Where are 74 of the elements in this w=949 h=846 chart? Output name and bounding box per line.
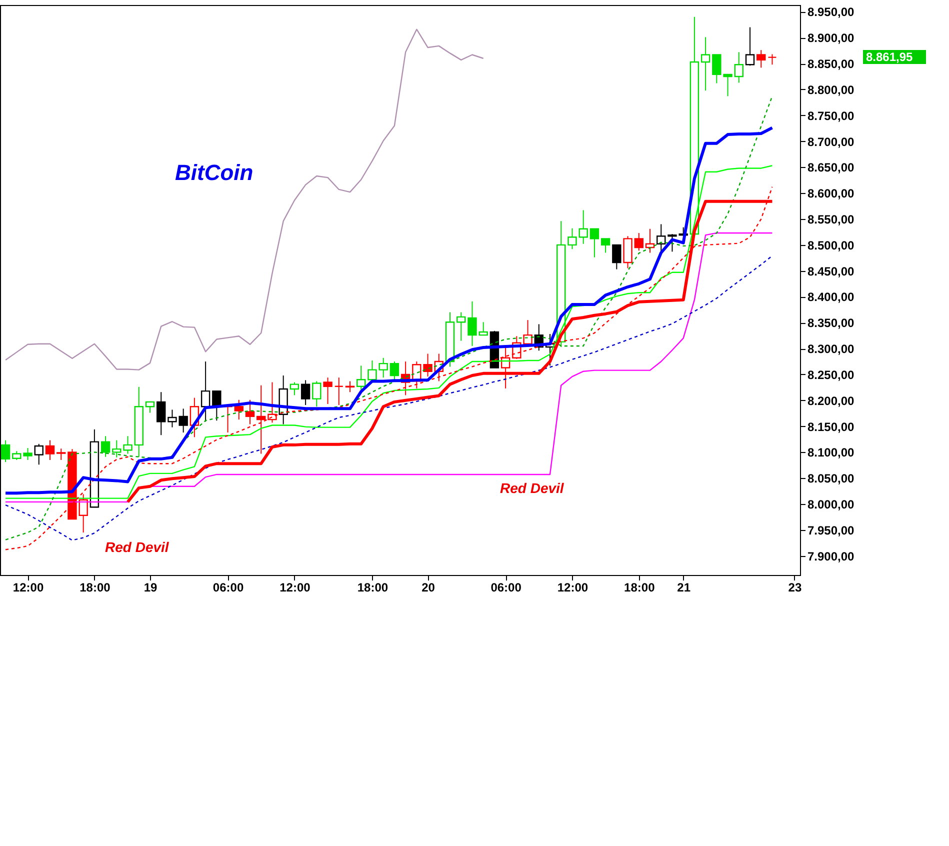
x-tick-label: 19 xyxy=(144,580,158,594)
candlestick xyxy=(100,436,110,458)
annotation: Red Devil xyxy=(500,480,565,496)
candlestick xyxy=(612,244,622,270)
y-tick-label: 8.100,00 xyxy=(808,446,855,460)
candlestick xyxy=(756,50,766,68)
y-tick-label: 8.450,00 xyxy=(808,264,855,278)
candlestick xyxy=(256,384,266,454)
candlestick xyxy=(456,312,466,342)
candlestick xyxy=(245,399,255,425)
y-tick-label: 8.750,00 xyxy=(808,108,855,123)
y-tick-label: 8.550,00 xyxy=(808,212,855,227)
y-tick-label: 8.350,00 xyxy=(808,316,855,330)
y-tick-label: 8.650,00 xyxy=(808,160,855,175)
candlestick xyxy=(345,380,355,393)
candlestick xyxy=(323,377,332,404)
y-tick-label: 8.000,00 xyxy=(808,498,855,512)
candlestick xyxy=(312,380,322,408)
candlestick xyxy=(56,448,66,460)
candlestick xyxy=(390,361,400,380)
candlestick xyxy=(212,390,222,422)
line-series xyxy=(4,96,773,540)
x-tick-label: 18:00 xyxy=(357,580,388,594)
x-tick-label: 23 xyxy=(788,580,802,594)
candlestick xyxy=(600,238,610,254)
x-tick-label: 12:00 xyxy=(280,580,311,594)
x-tick-label: 21 xyxy=(677,580,691,594)
x-tick-label: 12:00 xyxy=(557,580,588,594)
candlestick xyxy=(290,382,300,396)
y-tick-label: 8.400,00 xyxy=(808,290,855,304)
annotation: Red Devil xyxy=(105,539,170,555)
candlestick xyxy=(356,365,366,392)
candlestick xyxy=(623,236,632,269)
y-tick-label: 7.950,00 xyxy=(808,523,855,538)
y-tick-label: 8.500,00 xyxy=(808,238,855,252)
candlestick xyxy=(156,392,166,436)
y-tick-label: 8.600,00 xyxy=(808,186,855,201)
line-series xyxy=(4,28,484,370)
candlestick xyxy=(656,224,666,252)
x-tick-label: 12:00 xyxy=(12,580,44,594)
y-tick-label: 8.850,00 xyxy=(808,57,855,72)
candlestick xyxy=(700,36,710,91)
x-tick-label: 20 xyxy=(422,580,436,594)
candlestick xyxy=(734,52,744,84)
y-tick-label: 8.700,00 xyxy=(808,134,855,149)
y-tick-label: 8.200,00 xyxy=(808,394,855,408)
candlestick xyxy=(200,361,210,422)
candlestick xyxy=(334,377,344,406)
candlestick xyxy=(300,380,310,406)
candlestick xyxy=(45,440,55,460)
y-tick-label: 8.250,00 xyxy=(808,368,855,382)
candlestick xyxy=(745,26,755,66)
y-tick-label: 8.800,00 xyxy=(808,82,855,97)
x-tick-label: 18:00 xyxy=(624,580,656,594)
candlestick xyxy=(145,401,155,414)
candlestick xyxy=(768,54,777,66)
y-tick-label: 7.900,00 xyxy=(808,549,855,564)
candlestick xyxy=(34,443,44,466)
candlestick xyxy=(634,232,644,252)
candlestick xyxy=(590,228,600,258)
x-tick-label: 18:00 xyxy=(80,580,111,594)
y-tick-label: 8.050,00 xyxy=(808,472,855,486)
line-series xyxy=(4,255,773,541)
y-tick-label: 8.900,00 xyxy=(808,31,855,46)
candlestick xyxy=(234,399,244,420)
x-tick-label: 06:00 xyxy=(490,580,522,594)
text: 8.861,95 xyxy=(866,50,914,64)
text: BitCoin xyxy=(175,160,254,185)
y-tick-label: 8.150,00 xyxy=(808,420,855,434)
candlestick xyxy=(0,440,10,463)
y-tick-label: 8.950,00 xyxy=(808,5,855,20)
x-tick-label: 06:00 xyxy=(212,580,244,594)
line-series xyxy=(4,186,773,550)
y-tick-label: 8.300,00 xyxy=(808,342,855,356)
